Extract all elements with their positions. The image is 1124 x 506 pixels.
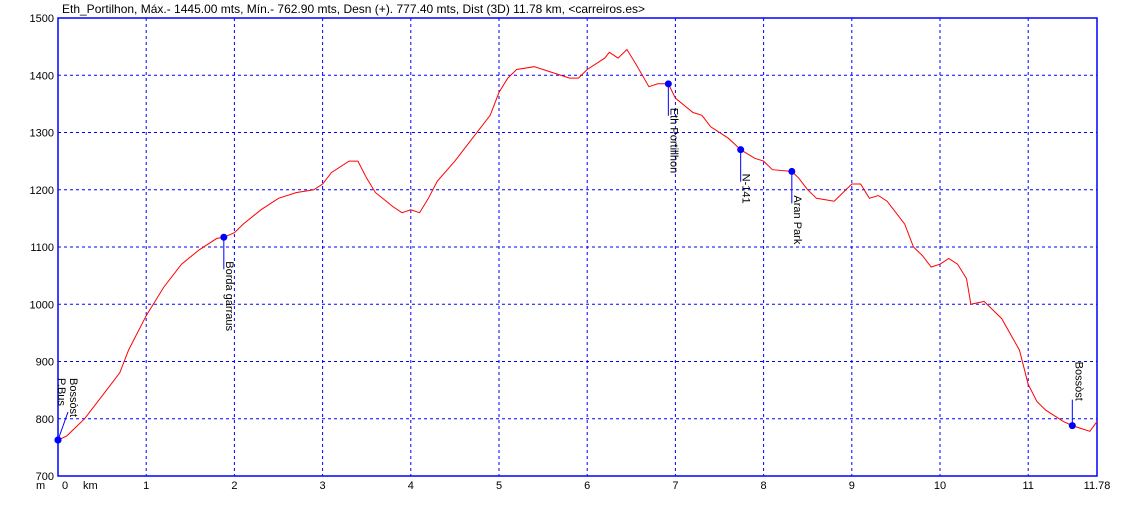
y-tick-label: 1300 xyxy=(30,128,54,140)
waypoint: P.Bus xyxy=(54,378,67,444)
waypoint-label: N-141 xyxy=(740,174,752,204)
x-tick-label: 1 xyxy=(143,480,149,492)
y-tick-label: 900 xyxy=(36,357,54,369)
x-axis-unit: km xyxy=(83,480,98,492)
axes xyxy=(57,17,1098,477)
x-tick-label: 2 xyxy=(231,480,237,492)
x-tick-label: 3 xyxy=(320,480,326,492)
waypoint: Bossòst xyxy=(1068,362,1084,430)
waypoint-label: Bossòst xyxy=(67,378,79,417)
waypoint-marker xyxy=(220,233,228,241)
x-tick-label: 4 xyxy=(408,480,414,492)
waypoint-marker xyxy=(664,80,672,88)
waypoint-marker xyxy=(54,436,62,444)
waypoint-label: Bossòst xyxy=(1072,362,1084,401)
x-tick-label: 6 xyxy=(584,480,590,492)
waypoint-marker xyxy=(1068,422,1076,430)
waypoint: Borda garraus xyxy=(220,233,235,331)
x-tick-label: 11 xyxy=(1022,480,1033,492)
x-tick-label: 0 xyxy=(62,480,68,492)
y-axis-unit: m xyxy=(36,480,45,492)
waypoint-leader xyxy=(57,411,69,441)
grid xyxy=(58,18,1097,476)
y-tick-label: 800 xyxy=(36,414,54,426)
waypoint-label: P.Bus xyxy=(55,378,67,406)
x-tick-label: 11.78 xyxy=(1084,480,1111,492)
waypoint: Eth Portillhon xyxy=(664,80,679,173)
y-tick-label: 1400 xyxy=(30,70,54,82)
y-tick-label: 1100 xyxy=(30,242,54,254)
plot-frame xyxy=(57,17,1098,477)
waypoint-label: Aran Park xyxy=(791,195,803,244)
waypoint: Aran Park xyxy=(788,167,803,245)
elevation-line xyxy=(57,48,1098,441)
y-tick-label: 700 xyxy=(36,471,54,483)
tick-labels: 700 800 900 1000 1100 1200 1300 1400 1500 0 1 2 3 4 5 6… xyxy=(30,13,1111,492)
waypoint-marker xyxy=(788,167,796,175)
waypoint-label: Eth Portillhon xyxy=(667,108,679,173)
x-tick-label: 8 xyxy=(761,480,767,492)
x-tick-label: 5 xyxy=(496,480,502,492)
chart-title: Eth_Portilhon, Máx.- 1445.00 mts, Mín.- … xyxy=(62,2,645,16)
x-tick-label: 7 xyxy=(672,480,678,492)
y-tick-label: 1200 xyxy=(30,185,54,197)
x-tick-label: 9 xyxy=(849,480,855,492)
waypoint-marker xyxy=(737,146,745,154)
y-tick-label: 1500 xyxy=(30,13,54,25)
x-tick-label: 10 xyxy=(934,480,946,492)
y-tick-label: 1000 xyxy=(30,299,54,311)
waypoint: N-141 xyxy=(737,146,752,204)
waypoint-label: Borda garraus xyxy=(223,261,235,331)
